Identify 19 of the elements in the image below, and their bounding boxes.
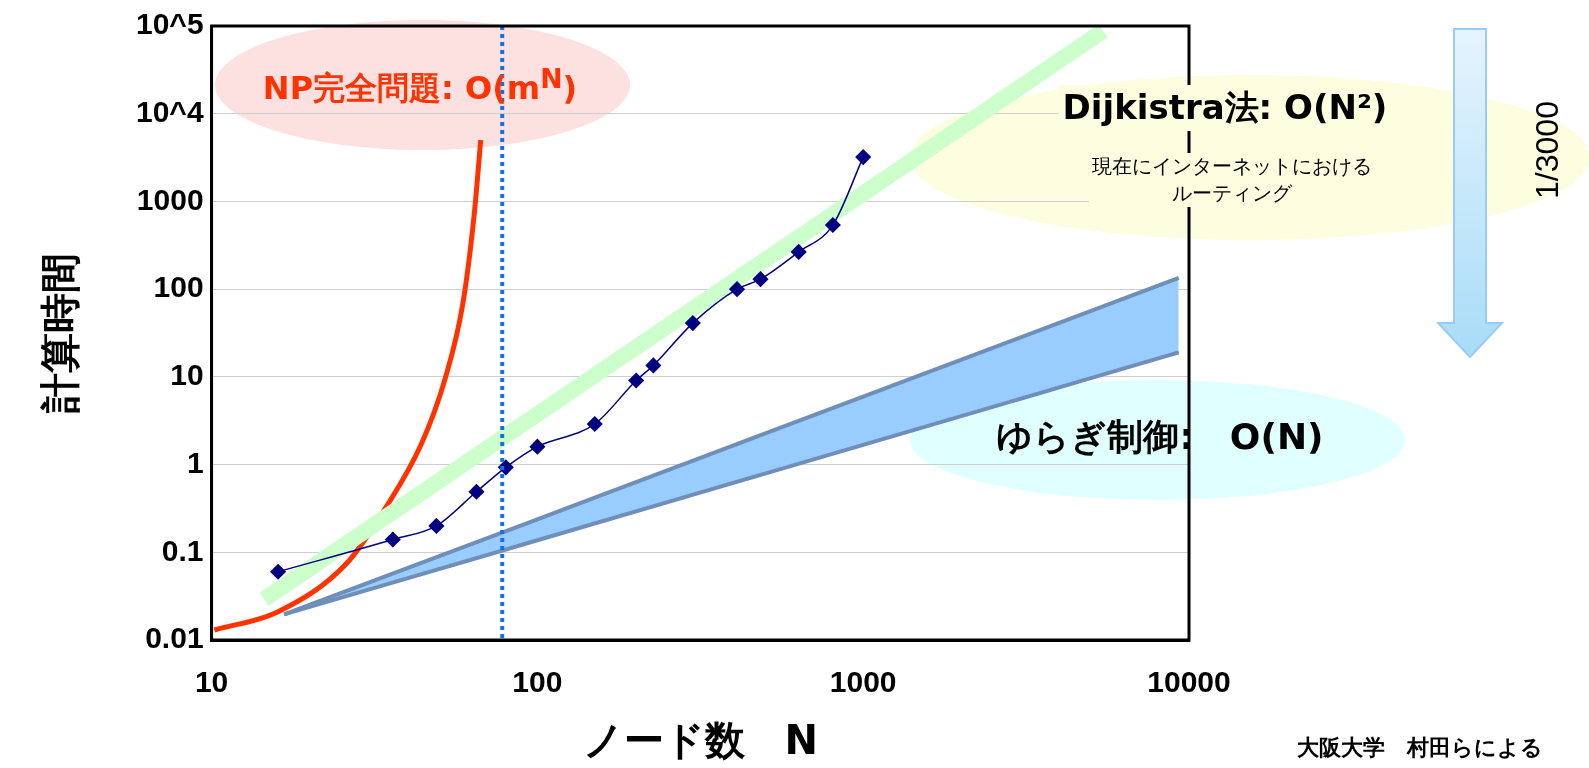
x-tick-label: 10 (194, 665, 229, 699)
x-tick-label: 10000 (1147, 665, 1231, 699)
y-tick-label: 0.01 (145, 621, 204, 655)
y-tick-label: 10 (170, 358, 204, 392)
annotation: 現在にインターネットにおけるルーティング (1089, 153, 1375, 207)
text: NP完全問題: O(m$^{N}$) (262, 62, 578, 110)
y-tick-label: 100 (153, 270, 204, 304)
text: 1/3000 (1528, 101, 1566, 199)
text: 大阪大学 村田らによる (1297, 734, 1543, 762)
y-tick-label: 0.1 (161, 533, 204, 567)
series-label: Dijkistra法: O(N²) (1058, 85, 1392, 131)
y-tick-label: 10^5 (136, 7, 204, 41)
x-tick-label: 1000 (829, 665, 897, 699)
y-tick-label: 1000 (136, 182, 204, 216)
y-tick-label: 1 (186, 445, 204, 479)
y-tick-label: 10^4 (136, 94, 204, 128)
y-axis-title: 計算時間 (37, 253, 84, 414)
x-tick-label: 100 (512, 665, 563, 699)
x-axis-title: ノード数 N (582, 717, 819, 764)
